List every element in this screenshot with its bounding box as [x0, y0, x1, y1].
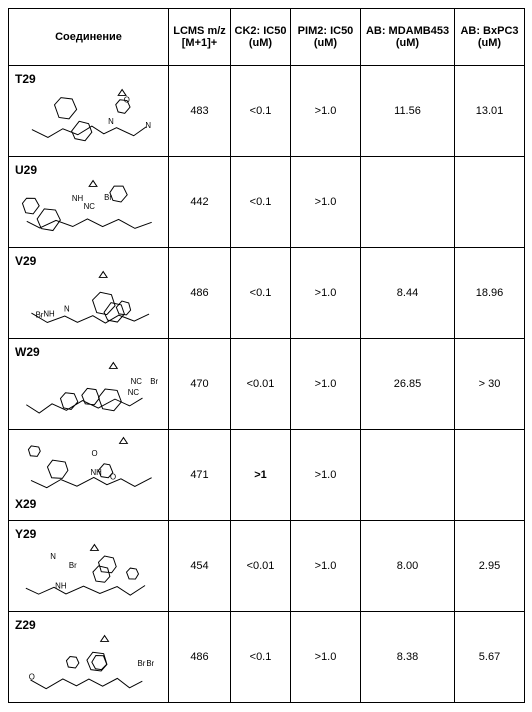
cell-bxpc3 — [455, 157, 525, 248]
col-bxpc3: AB: BxPC3 (uM) — [455, 9, 525, 66]
structure-icon: BrBr O — [15, 634, 162, 692]
table-row: Z29 BrBr O 486<0.1>1.08.385.67 — [9, 612, 525, 703]
cell-mdamb — [361, 157, 455, 248]
svg-text:Br: Br — [150, 377, 158, 386]
cell-mdamb: 8.38 — [361, 612, 455, 703]
cell-ck2: <0.1 — [231, 157, 291, 248]
cell-pim2: >1.0 — [291, 66, 361, 157]
cell-bxpc3: > 30 — [455, 339, 525, 430]
header-row: Соединение LCMS m/z [M+1]+ CK2: IC50 (uM… — [9, 9, 525, 66]
cell-ck2: <0.01 — [231, 339, 291, 430]
svg-text:NH: NH — [72, 194, 84, 203]
compound-cell: U29 NHNC Br — [9, 157, 169, 248]
svg-text:NH: NH — [55, 582, 67, 591]
structure-icon: NH N Br — [15, 543, 162, 601]
compound-data-table: Соединение LCMS m/z [M+1]+ CK2: IC50 (uM… — [8, 8, 525, 703]
svg-text:N: N — [64, 305, 70, 314]
compound-id: X29 — [15, 497, 162, 511]
cell-ck2: <0.1 — [231, 612, 291, 703]
cell-ck2: <0.1 — [231, 66, 291, 157]
svg-text:NC: NC — [84, 202, 96, 211]
compound-id: Z29 — [15, 618, 162, 632]
structure-icon: BrNHN — [15, 270, 162, 328]
col-compound: Соединение — [9, 9, 169, 66]
compound-cell: Z29 BrBr O — [9, 612, 169, 703]
svg-text:O: O — [110, 473, 116, 482]
table-row: T29 N O N 483<0.1>1.011.5613.01 — [9, 66, 525, 157]
cell-lcms: 471 — [169, 430, 231, 521]
cell-lcms: 486 — [169, 248, 231, 339]
table-row: W29 NC NC Br 470<0.01>1.026.85> 30 — [9, 339, 525, 430]
structure-icon: O NH O — [15, 436, 162, 494]
compound-id: T29 — [15, 72, 162, 86]
cell-bxpc3: 13.01 — [455, 66, 525, 157]
svg-text:Br: Br — [69, 561, 77, 570]
col-ck2: CK2: IC50 (uM) — [231, 9, 291, 66]
svg-text:NH: NH — [90, 468, 102, 477]
table-row: Y29 NH N Br 454<0.01>1.08.002.95 — [9, 521, 525, 612]
cell-pim2: >1.0 — [291, 430, 361, 521]
cell-bxpc3: 5.67 — [455, 612, 525, 703]
compound-cell: T29 N O N — [9, 66, 169, 157]
cell-ck2: <0.1 — [231, 248, 291, 339]
svg-text:Br: Br — [146, 659, 154, 668]
cell-lcms: 486 — [169, 612, 231, 703]
col-lcms: LCMS m/z [M+1]+ — [169, 9, 231, 66]
structure-icon: N O N — [15, 88, 162, 146]
compound-id: Y29 — [15, 527, 162, 541]
cell-lcms: 470 — [169, 339, 231, 430]
svg-text:O: O — [91, 449, 97, 458]
cell-ck2: >1 — [231, 430, 291, 521]
cell-bxpc3: 18.96 — [455, 248, 525, 339]
cell-pim2: >1.0 — [291, 248, 361, 339]
cell-bxpc3 — [455, 430, 525, 521]
svg-text:O: O — [124, 95, 130, 104]
svg-text:N: N — [145, 121, 151, 130]
col-pim2: PIM2: IC50 (uM) — [291, 9, 361, 66]
table-row: V29BrNHN486<0.1>1.08.4418.96 — [9, 248, 525, 339]
cell-bxpc3: 2.95 — [455, 521, 525, 612]
compound-cell: O NH O X29 — [9, 430, 169, 521]
svg-text:N: N — [108, 117, 114, 126]
compound-id: W29 — [15, 345, 162, 359]
svg-text:Br: Br — [104, 193, 112, 202]
cell-ck2: <0.01 — [231, 521, 291, 612]
svg-text:NC: NC — [128, 388, 140, 397]
cell-lcms: 442 — [169, 157, 231, 248]
cell-lcms: 454 — [169, 521, 231, 612]
cell-mdamb: 26.85 — [361, 339, 455, 430]
cell-lcms: 483 — [169, 66, 231, 157]
svg-text:O: O — [29, 673, 35, 682]
compound-id: V29 — [15, 254, 162, 268]
cell-pim2: >1.0 — [291, 339, 361, 430]
compound-cell: Y29 NH N Br — [9, 521, 169, 612]
cell-mdamb: 8.44 — [361, 248, 455, 339]
cell-mdamb: 8.00 — [361, 521, 455, 612]
cell-pim2: >1.0 — [291, 157, 361, 248]
table-row: O NH O X29 471>1>1.0 — [9, 430, 525, 521]
svg-text:N: N — [50, 552, 56, 561]
compound-cell: V29BrNHN — [9, 248, 169, 339]
svg-text:NC: NC — [131, 377, 143, 386]
structure-icon: NHNC Br — [15, 179, 162, 237]
cell-mdamb: 11.56 — [361, 66, 455, 157]
cell-pim2: >1.0 — [291, 521, 361, 612]
compound-id: U29 — [15, 163, 162, 177]
cell-mdamb — [361, 430, 455, 521]
table-row: U29 NHNC Br 442<0.1>1.0 — [9, 157, 525, 248]
svg-text:NH: NH — [43, 310, 55, 319]
compound-cell: W29 NC NC Br — [9, 339, 169, 430]
col-mdamb: AB: MDAMB453 (uM) — [361, 9, 455, 66]
svg-text:Br: Br — [138, 659, 146, 668]
structure-icon: NC NC Br — [15, 361, 162, 419]
cell-pim2: >1.0 — [291, 612, 361, 703]
